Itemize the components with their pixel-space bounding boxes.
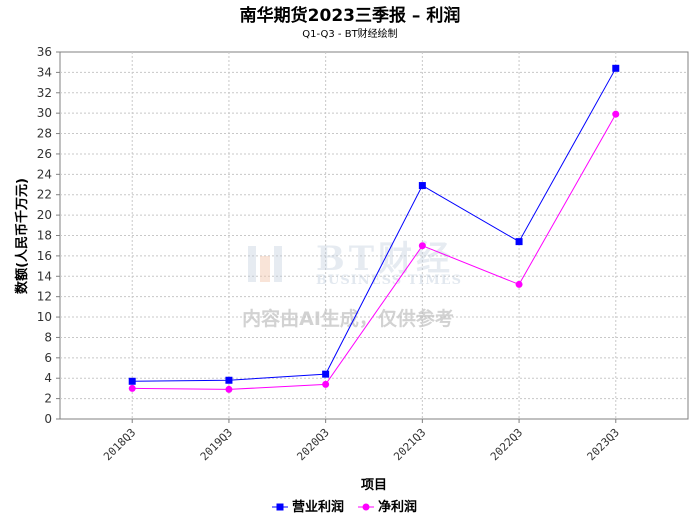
y-tick-label: 8 [44,330,52,344]
x-tick-label: 2020Q3 [294,426,331,463]
data-point [225,376,233,384]
data-point [515,238,523,246]
data-point [418,182,426,190]
legend-label: 营业利润 [292,499,344,515]
legend-square-marker-icon [276,503,284,511]
watermark-note: 内容由AI生成，仅供参考 [242,307,454,330]
series-line [132,68,617,382]
y-tick-label: 0 [44,412,52,426]
data-point [612,110,620,118]
watermark-brand-en: BUSINESS TIMES [316,273,462,288]
series-1 [128,64,620,385]
x-tick-label: 2023Q3 [585,426,622,463]
watermark-brand: BT财经 [316,239,454,279]
y-tick-label: 32 [37,86,52,100]
y-tick-label: 4 [44,371,52,385]
y-tick-label: 26 [37,147,52,161]
y-tick-label: 16 [37,249,52,263]
watermark: BT财经 BUSINESS TIMES 内容由AI生成，仅供参考 [242,239,462,330]
data-point [225,385,233,393]
chart-title: 南华期货2023三季报 – 利润 [240,5,461,26]
y-tick-label: 12 [37,290,52,304]
series-layer [128,64,620,393]
y-tick-label: 22 [37,188,52,202]
data-point [322,380,330,388]
series-line [132,113,617,390]
data-point [515,280,523,288]
chart-subtitle: Q1-Q3 - BT财经绘制 [302,27,397,40]
data-point [418,242,426,250]
data-point [128,377,136,385]
y-tick-label: 20 [37,208,52,222]
x-axis-ticks: 2018Q3 2019Q3 2020Q3 2021Q3 2022Q3 2023Q3 [101,419,622,463]
y-tick-label: 2 [44,392,52,406]
series-2 [128,110,620,393]
legend: 营业利润 净利润 [272,499,417,515]
y-tick-label: 36 [37,45,52,59]
x-tick-label: 2018Q3 [101,426,138,463]
y-axis-title: 数额(人民币千万元) [14,178,30,294]
legend-label: 净利润 [378,499,417,515]
legend-item: 净利润 [358,499,417,515]
y-tick-label: 24 [37,167,52,181]
legend-item: 营业利润 [272,499,344,515]
watermark-logo-icon [248,246,282,282]
data-point [128,384,136,392]
y-tick-label: 14 [37,269,52,283]
data-point [612,64,620,72]
x-tick-label: 2021Q3 [391,426,428,463]
y-tick-label: 34 [37,65,52,79]
y-tick-label: 30 [37,106,52,120]
y-tick-label: 28 [37,127,52,141]
x-tick-label: 2022Q3 [488,426,525,463]
y-tick-label: 18 [37,229,52,243]
data-point [322,370,330,378]
y-tick-label: 6 [44,351,52,365]
legend-circle-marker-icon [362,503,370,511]
x-axis-title: 项目 [361,478,387,493]
y-tick-label: 10 [37,310,52,324]
x-tick-label: 2019Q3 [198,426,235,463]
gridlines [60,52,688,419]
